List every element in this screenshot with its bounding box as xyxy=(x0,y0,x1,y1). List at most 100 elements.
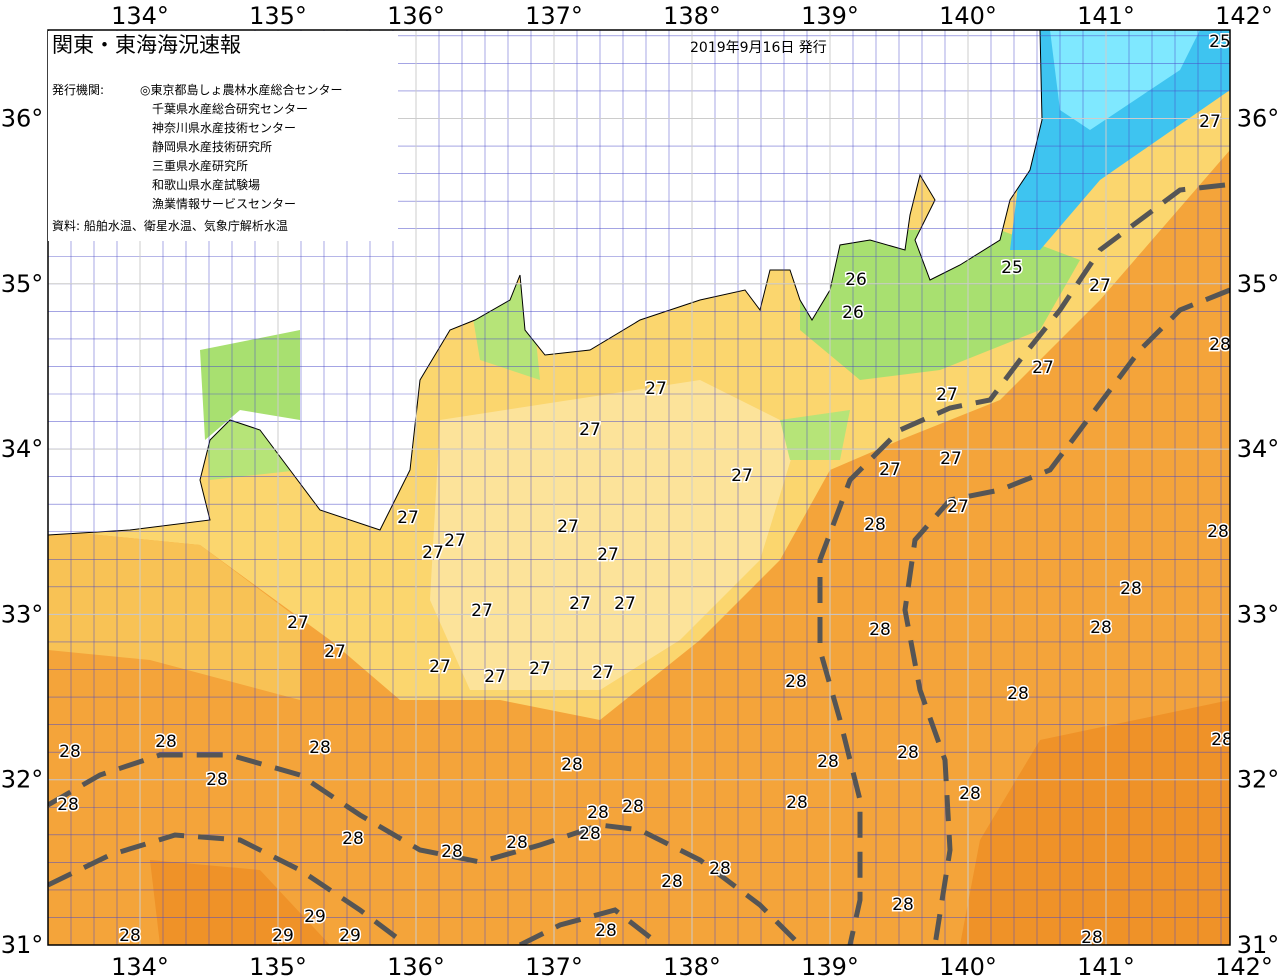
isotherm-label: 27 xyxy=(614,594,636,614)
current-axis xyxy=(518,907,662,945)
isotherm-label: 28 xyxy=(959,784,981,804)
lat-label: 35° xyxy=(1237,270,1280,298)
sea-275 xyxy=(48,530,300,700)
isotherm-label: 28 xyxy=(1081,928,1103,948)
lat-label: 33° xyxy=(1,600,44,628)
isotherm-label: 27 xyxy=(471,601,493,621)
lon-label: 137° xyxy=(525,2,583,30)
lat-label: 34° xyxy=(1237,435,1280,463)
isotherm-label: 27 xyxy=(1032,358,1054,378)
isotherm-label: 27 xyxy=(287,613,309,633)
lon-label: 141° xyxy=(1077,953,1135,980)
sea-colder xyxy=(1050,30,1200,130)
current-axis xyxy=(902,287,1230,945)
isotherm-label: 27 xyxy=(879,460,901,480)
isotherm-label: 28 xyxy=(622,797,644,817)
isotherm-label: 28 xyxy=(661,872,683,892)
grid xyxy=(48,30,1230,945)
isotherm-label: 29 xyxy=(304,907,326,927)
bay-sea xyxy=(200,330,300,440)
lat-label: 35° xyxy=(1,270,44,298)
lon-label: 140° xyxy=(939,953,997,980)
isotherm-label: 28 xyxy=(897,743,919,763)
lat-label: 33° xyxy=(1237,600,1280,628)
lat-label: 32° xyxy=(1,766,44,794)
isotherm-label: 28 xyxy=(587,803,609,823)
frame xyxy=(47,29,1231,946)
isotherm-label: 29 xyxy=(339,926,361,946)
isotherm-label: 28 xyxy=(1007,684,1029,704)
isotherm-label: 28 xyxy=(119,926,141,946)
source: 資料: 船舶水温、衛星水温、気象庁解析水温 xyxy=(52,218,288,233)
isotherm-label: 27 xyxy=(444,531,466,551)
lon-label: 142° xyxy=(1215,2,1273,30)
isotherm-label: 28 xyxy=(595,921,617,941)
agency: 静岡県水産技術研究所 xyxy=(152,139,272,154)
lon-label: 135° xyxy=(249,953,307,980)
isotherm-label: 27 xyxy=(645,379,667,399)
lat-label: 32° xyxy=(1237,766,1280,794)
isotherm-label: 27 xyxy=(947,497,969,517)
lon-label: 139° xyxy=(801,953,859,980)
agencies: ◎東京都島しょ農林水産総合センター千葉県水産総合研究センター神奈川県水産技術セン… xyxy=(140,82,342,211)
isotherm-label: 28 xyxy=(579,824,601,844)
isotherm-label: 27 xyxy=(429,657,451,677)
isotherm-label: 27 xyxy=(422,543,444,563)
isotherm-label: 26 xyxy=(845,270,867,290)
isotherm-label: 27 xyxy=(1199,112,1221,132)
isotherm-label: 27 xyxy=(529,659,551,679)
isotherm-label: 25 xyxy=(1209,32,1231,52)
isotherm-label: 28 xyxy=(441,842,463,862)
current-axis xyxy=(817,182,1226,945)
agency: ◎東京都島しょ農林水産総合センター xyxy=(140,82,342,97)
isotherm-label: 28 xyxy=(1120,579,1142,599)
lat-label: 36° xyxy=(1237,105,1280,133)
lon-label: 135° xyxy=(249,2,307,30)
isotherm-label: 27 xyxy=(592,663,614,683)
sea-26 xyxy=(800,230,1080,380)
isotherm-label: 27 xyxy=(1089,276,1111,296)
sea-26-27 xyxy=(430,380,800,690)
lon-label: 138° xyxy=(663,953,721,980)
isotherm-label: 28 xyxy=(206,770,228,790)
isotherm-label: 28 xyxy=(57,795,79,815)
isotherm-label: 28 xyxy=(1207,522,1229,542)
legend-box xyxy=(48,31,398,241)
isotherm-label: 28 xyxy=(561,755,583,775)
isotherm-label: 28 xyxy=(59,742,81,762)
lon-label: 141° xyxy=(1077,2,1135,30)
lon-label: 134° xyxy=(111,2,169,30)
lon-label: 142° xyxy=(1215,953,1273,980)
current-axes xyxy=(48,182,1230,945)
lon-label: 139° xyxy=(801,2,859,30)
agency: 神奈川県水産技術センター xyxy=(152,120,296,135)
lat-label: 36° xyxy=(1,105,44,133)
isotherm-label: 27 xyxy=(940,449,962,469)
current-axis xyxy=(48,832,402,942)
isotherm-label: 27 xyxy=(557,517,579,537)
agency: 漁業情報サービスセンター xyxy=(152,197,296,211)
isotherm-label: 25 xyxy=(1001,258,1023,278)
isotherm-label: 27 xyxy=(569,594,591,614)
isotherm-label: 28 xyxy=(786,793,808,813)
isotherm-label: 28 xyxy=(342,829,364,849)
isotherm-label: 28 xyxy=(155,732,177,752)
isotherm-label: 28 xyxy=(1209,335,1231,355)
agency: 和歌山県水産試験場 xyxy=(152,177,260,192)
isotherm-label: 27 xyxy=(579,420,601,440)
isotherm-label: 27 xyxy=(936,385,958,405)
isotherm-label: 27 xyxy=(324,642,346,662)
isotherm-label: 27 xyxy=(597,545,619,565)
lon-label: 136° xyxy=(387,953,445,980)
isotherm-label: 28 xyxy=(309,738,331,758)
isotherm-label: 28 xyxy=(817,752,839,772)
agency: 千葉県水産総合研究センター xyxy=(152,101,308,116)
lon-label: 138° xyxy=(663,2,721,30)
isotherm-label: 28 xyxy=(785,672,807,692)
isotherm-label: 28 xyxy=(1211,730,1233,750)
isotherm-label: 28 xyxy=(506,833,528,853)
isotherm-label: 27 xyxy=(484,667,506,687)
isotherm-label: 28 xyxy=(709,859,731,879)
